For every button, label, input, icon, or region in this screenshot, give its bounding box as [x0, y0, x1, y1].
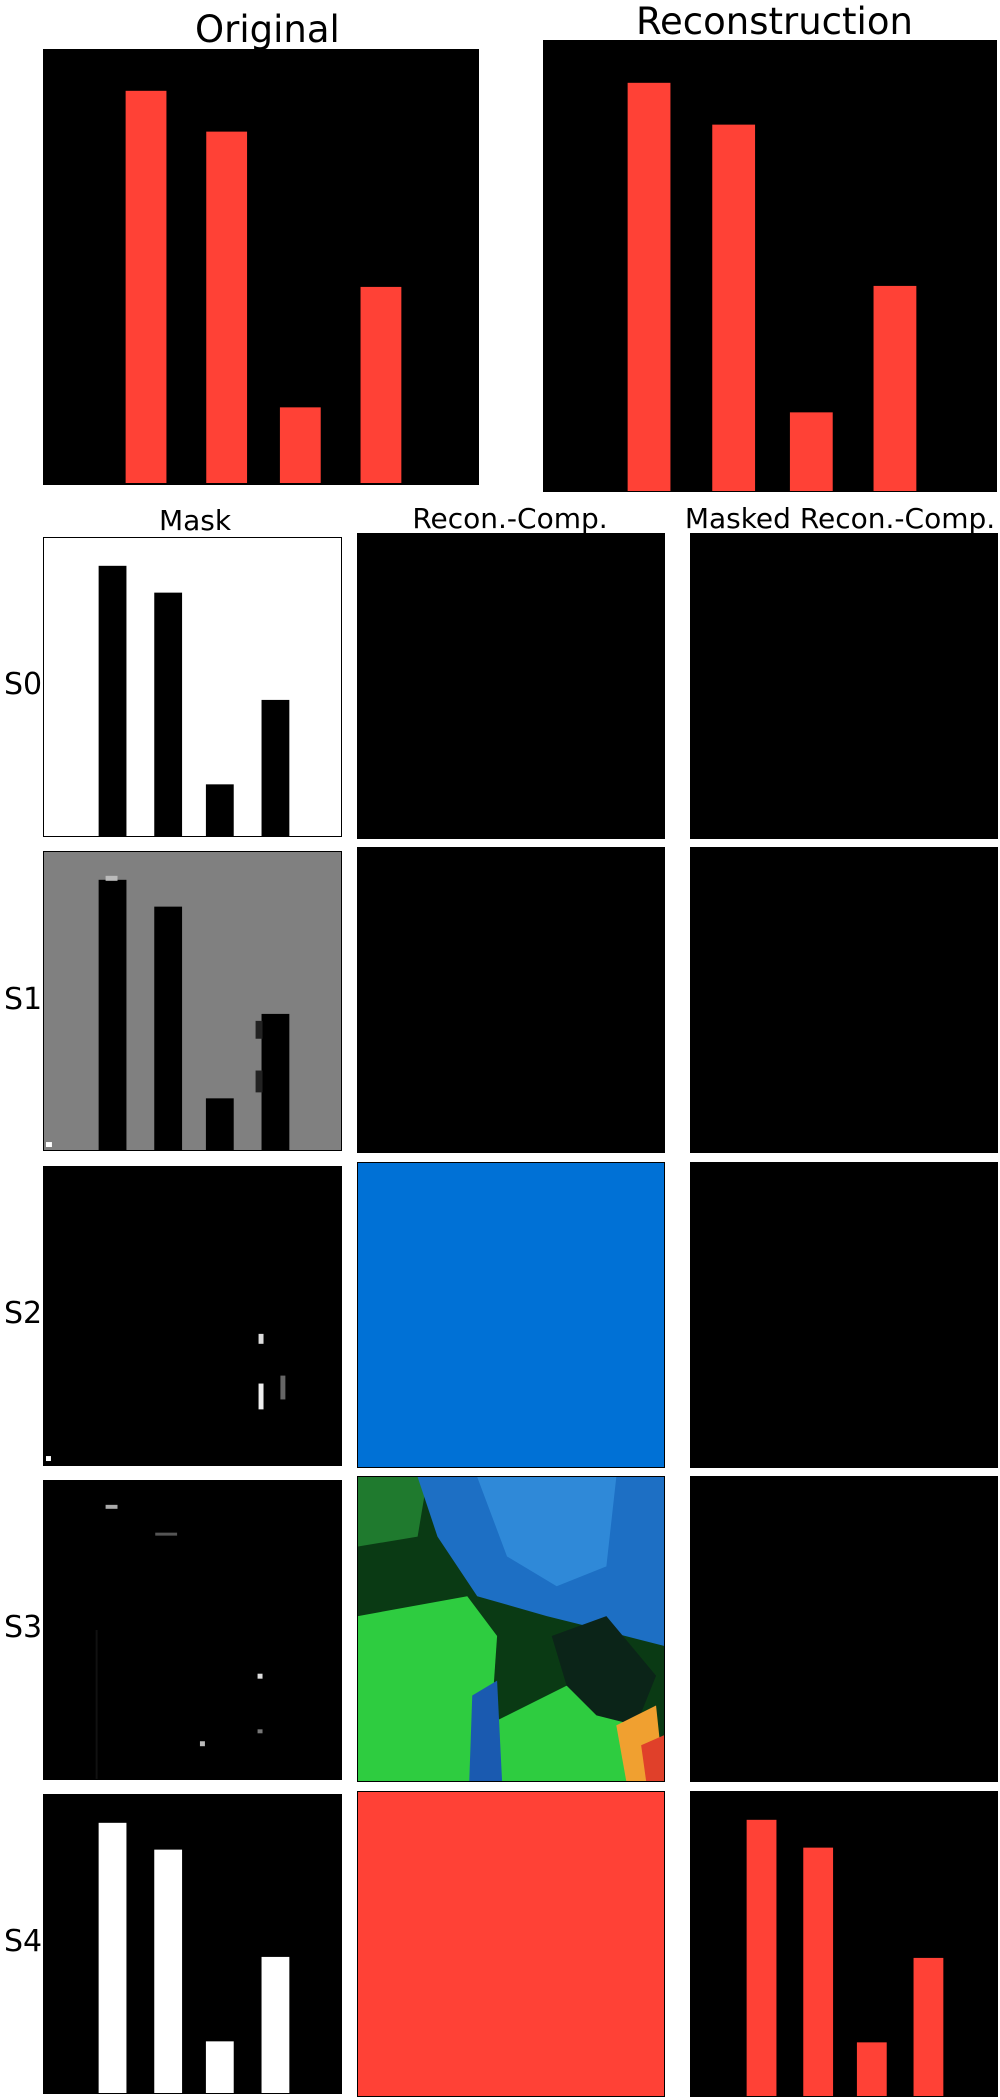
recon-bar-1	[627, 82, 671, 491]
s2-mask-panel	[43, 1166, 342, 1466]
original-bar-4	[360, 286, 402, 484]
recon-bar-3	[789, 412, 833, 491]
s4-recon-comp-panel	[357, 1791, 665, 2097]
recon-bar-2	[712, 124, 756, 491]
s3-recon-comp-panel	[357, 1476, 665, 1782]
s3-masked-recon-comp-panel	[690, 1476, 998, 1782]
title-reconstruction: Reconstruction	[636, 0, 913, 43]
s1-masked-recon-comp-panel	[690, 847, 998, 1153]
s4-masked-recon-comp-panel	[690, 1791, 998, 2097]
col-header-mask: Mask	[158, 504, 232, 537]
original-bar-1	[125, 90, 167, 484]
reconstruction-image-panel	[543, 40, 997, 492]
row-label-s2: S2	[4, 1296, 43, 1331]
original-bar-2	[206, 131, 248, 484]
s0-recon-comp-panel	[357, 533, 665, 839]
row-label-s3: S3	[4, 1610, 43, 1645]
s2-masked-recon-comp-panel	[690, 1162, 998, 1468]
title-original: Original	[195, 8, 340, 51]
s1-mask-panel	[43, 851, 342, 1151]
original-image-panel	[43, 49, 479, 485]
row-label-s4: S4	[4, 1924, 43, 1959]
col-header-masked-recon-comp: Masked Recon.-Comp.	[684, 502, 996, 535]
s1-recon-comp-panel	[357, 847, 665, 1153]
s3-mask-panel	[43, 1480, 342, 1780]
original-bar-3	[279, 407, 321, 484]
row-label-s0: S0	[4, 667, 43, 702]
s0-mask-panel	[43, 537, 342, 837]
col-header-recon-comp: Recon.-Comp.	[412, 502, 608, 535]
s4-mask-panel	[43, 1794, 342, 2094]
s0-masked-recon-comp-panel	[690, 533, 998, 839]
row-label-s1: S1	[4, 982, 43, 1017]
s2-recon-comp-panel	[357, 1162, 665, 1468]
recon-bar-4	[873, 285, 917, 491]
